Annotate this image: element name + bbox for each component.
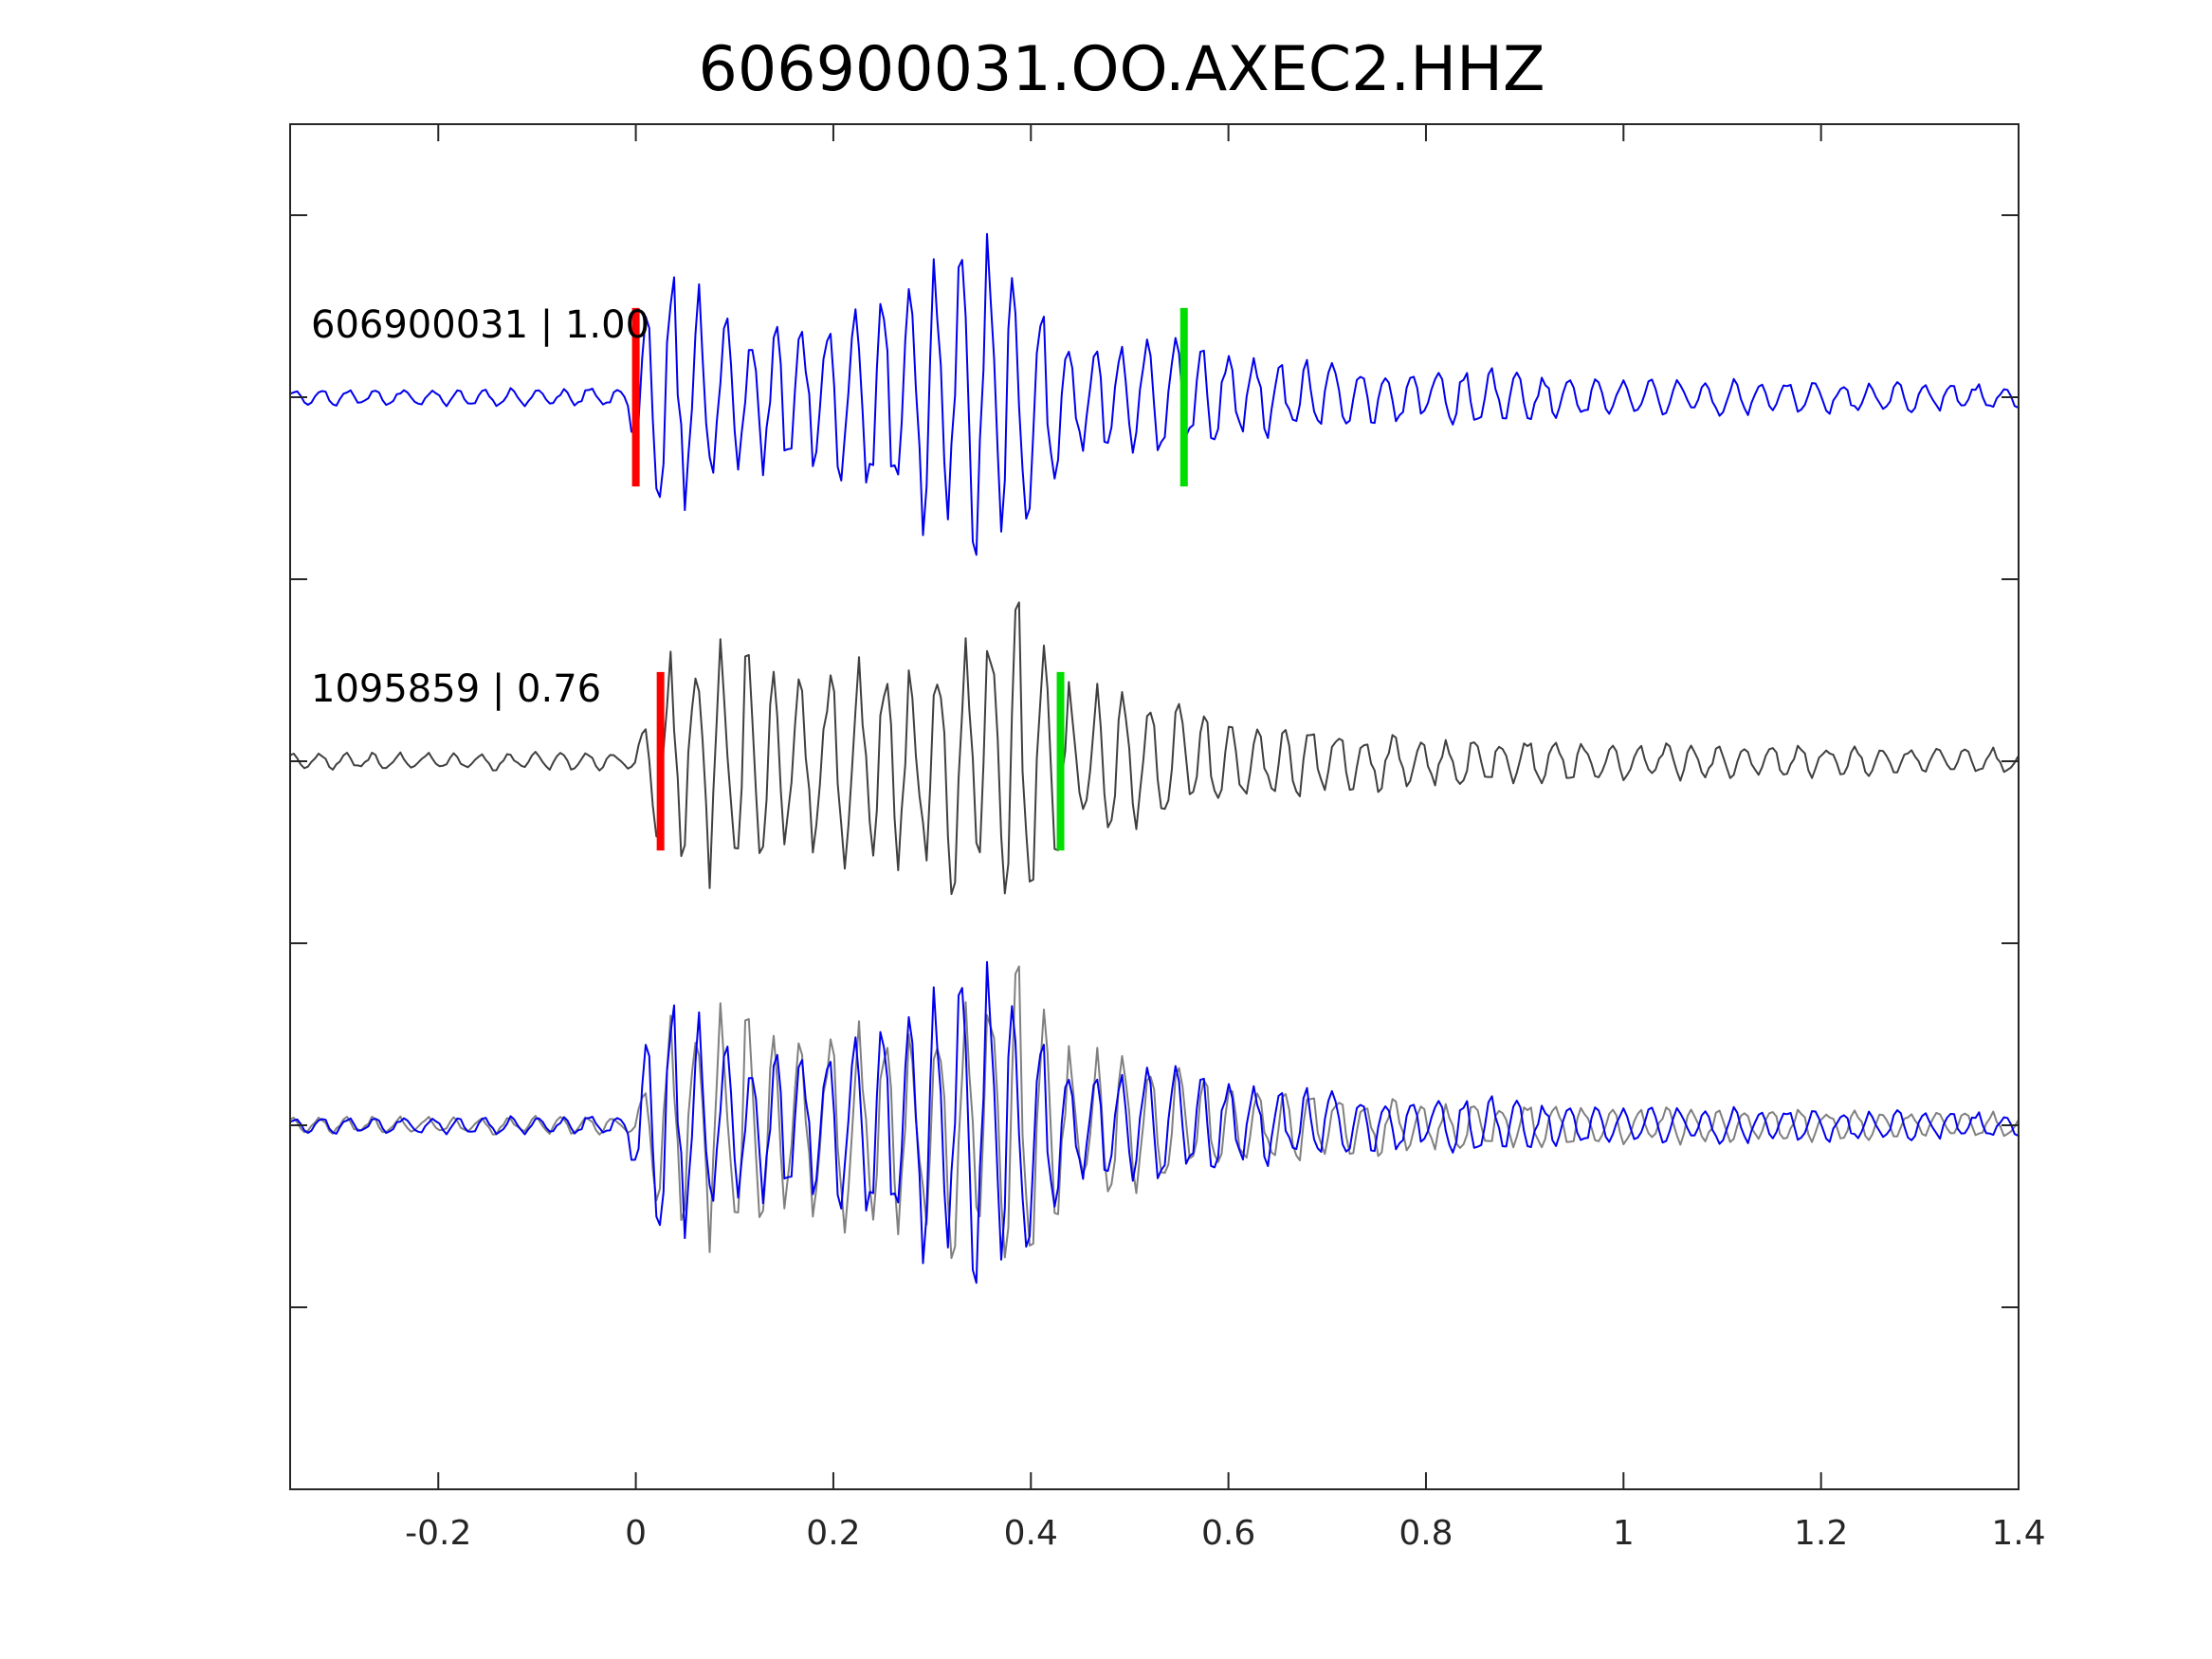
x-tick-label: 0 — [625, 1514, 647, 1553]
trace-line — [289, 601, 2020, 896]
overlay-template-line — [289, 960, 2020, 1285]
plot-area: 606900031 | 1.00 1095859 | 0.76 — [289, 232, 2020, 1285]
x-tick-label: 0.2 — [806, 1514, 860, 1553]
chart-title: 606900031.OO.AXEC2.HHZ — [699, 34, 1545, 105]
axis-ticks — [290, 124, 2020, 1489]
x-tick-label: 1.4 — [1991, 1514, 2045, 1553]
trace-label: 1095859 | 0.76 — [311, 667, 601, 711]
trace-line — [289, 232, 2020, 556]
x-tick-label: 0.6 — [1201, 1514, 1255, 1553]
trace-label: 606900031 | 1.00 — [311, 303, 649, 347]
x-tick-labels: -0.2 0 0.2 0.4 0.6 0.8 1 1.2 1.4 — [405, 1514, 2046, 1553]
x-tick-label: -0.2 — [405, 1514, 471, 1553]
axes-box — [289, 123, 2020, 1490]
x-tick-label: 1 — [1613, 1514, 1635, 1553]
x-tick-label: 1.2 — [1794, 1514, 1848, 1553]
x-tick-label: 0.8 — [1398, 1514, 1453, 1553]
x-tick-label: 0.4 — [1004, 1514, 1058, 1553]
overlay-detection-line — [289, 965, 2020, 1260]
